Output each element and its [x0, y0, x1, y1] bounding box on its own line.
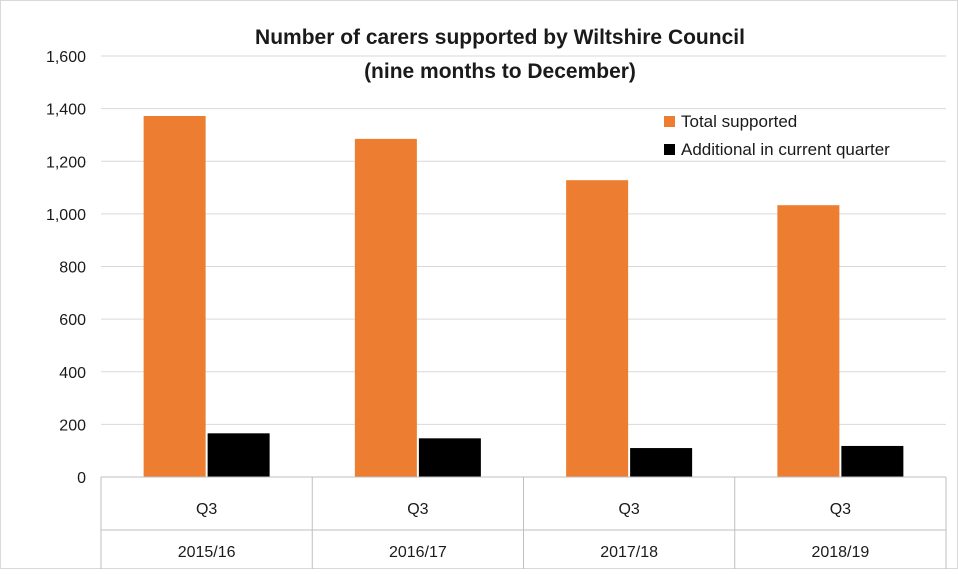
bar-total-supported	[143, 115, 206, 478]
x-tick-label-quarter: Q3	[196, 501, 217, 518]
y-tick-label: 1,200	[46, 154, 86, 171]
chart-subtitle: (nine months to December)	[364, 60, 636, 83]
bar-additional-current-quarter	[841, 445, 904, 477]
bar-total-supported	[354, 138, 417, 477]
bar-additional-current-quarter	[630, 448, 693, 477]
x-tick-label-year: 2018/19	[811, 544, 869, 561]
bar-total-supported	[566, 180, 629, 477]
x-tick-label-quarter: Q3	[830, 501, 851, 518]
bar-total-supported	[777, 205, 840, 477]
x-tick-label-quarter: Q3	[407, 501, 428, 518]
x-tick-label-year: 2015/16	[178, 544, 236, 561]
legend: Total supported Additional in current qua…	[664, 112, 890, 159]
y-tick-label: 200	[59, 417, 86, 434]
y-axis-ticks: 0 200 400 600 800 1,000 1,200 1,400 1,600	[46, 49, 86, 487]
chart-title: Number of carers supported by Wiltshire …	[255, 26, 745, 49]
x-tick-label-year: 2016/17	[389, 544, 447, 561]
y-tick-label: 400	[59, 365, 86, 382]
legend-label: Additional in current quarter	[681, 140, 890, 159]
x-axis: Q3 2015/16 Q3 2016/17 Q3 2017/18 Q3 2018/19	[100, 476, 947, 569]
bar-additional-current-quarter	[207, 433, 270, 477]
y-tick-label: 1,600	[46, 49, 86, 66]
y-tick-label: 1,400	[46, 102, 86, 119]
y-tick-label: 800	[59, 260, 86, 277]
bar-additional-current-quarter	[418, 438, 481, 477]
y-tick-label: 1,000	[46, 207, 86, 224]
bars	[143, 115, 904, 478]
y-tick-label: 0	[77, 470, 86, 487]
x-tick-label-year: 2017/18	[600, 544, 658, 561]
x-tick-label-quarter: Q3	[618, 501, 639, 518]
y-tick-label: 600	[59, 312, 86, 329]
legend-swatch	[664, 116, 675, 127]
legend-swatch	[664, 144, 675, 155]
legend-label: Total supported	[681, 112, 797, 131]
